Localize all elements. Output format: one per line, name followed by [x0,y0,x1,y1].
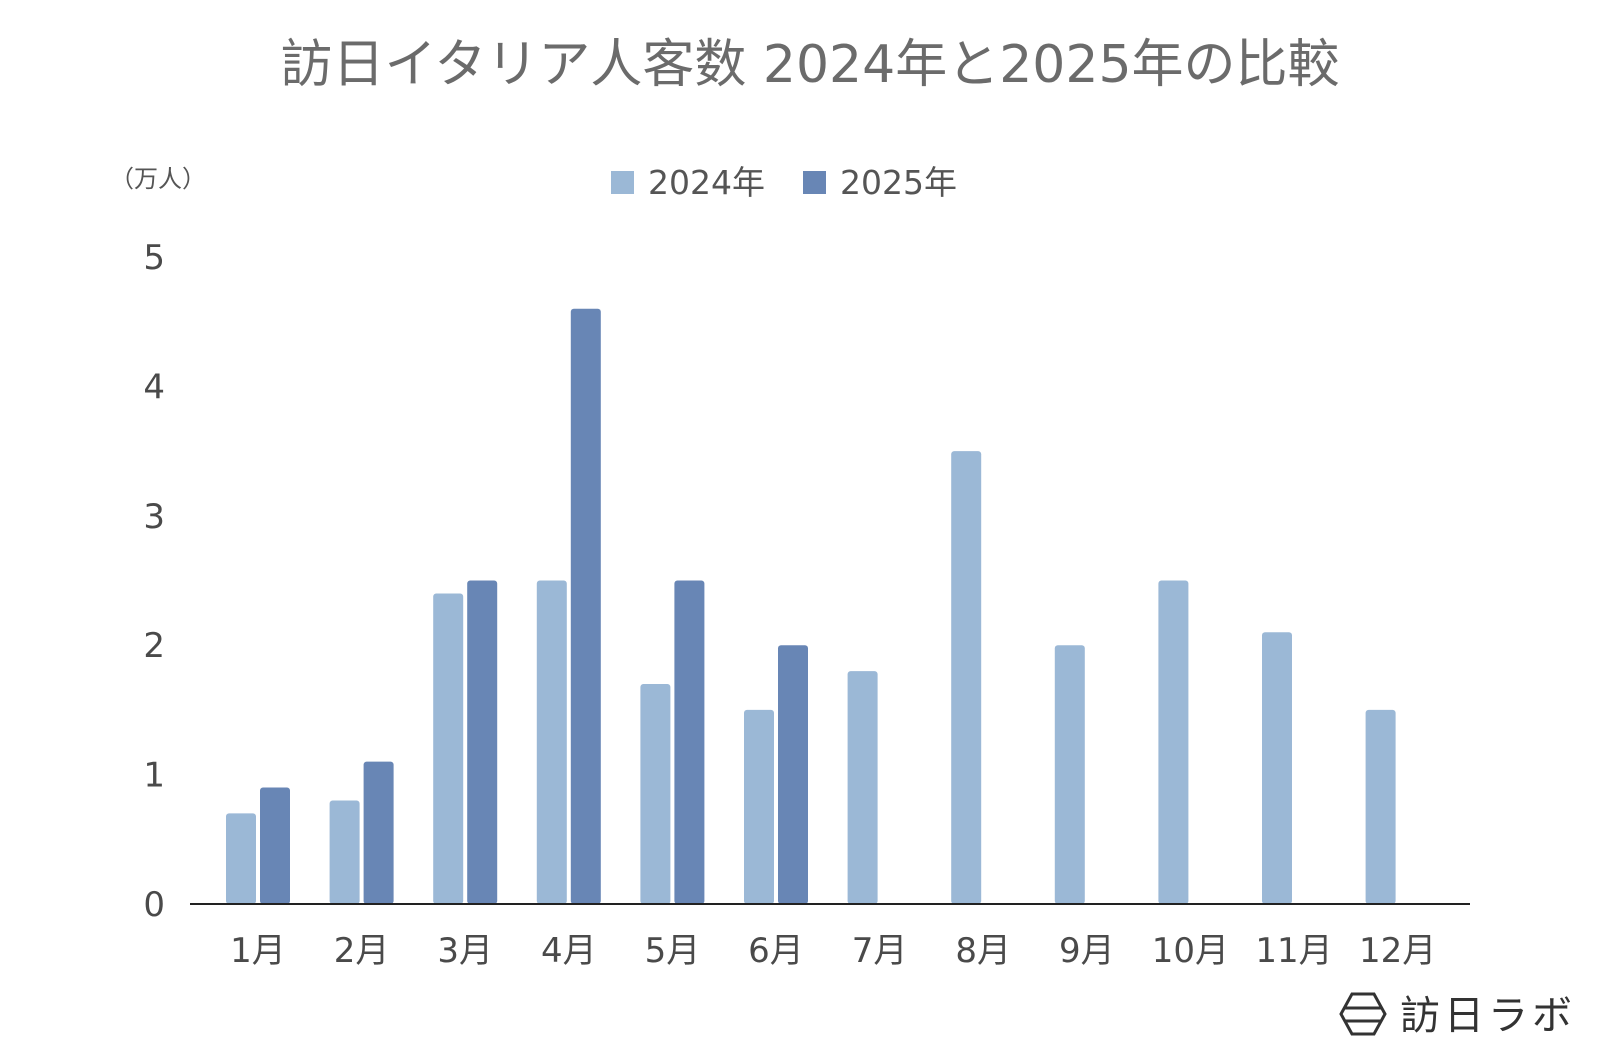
y-tick-label: 0 [143,885,165,925]
bar-2024年-5月 [640,684,671,904]
bar-2024年-9月 [1054,645,1085,904]
legend-swatch-2024 [611,171,634,194]
brand-name: 訪日ラボ [1400,993,1576,1039]
chart-title: 訪日イタリア人客数 2024年と2025年の比較 [280,35,1339,95]
y-tick-label: 1 [143,756,165,796]
x-tick-label: 10月 [1152,931,1229,971]
y-tick-label: 4 [143,367,165,407]
x-tick-label: 3月 [437,931,493,971]
bar-2025年-2月 [363,761,394,904]
bar-2024年-3月 [433,593,464,904]
bar-2024年-10月 [1158,580,1189,904]
bar-2025年-6月 [778,645,808,904]
bar-2025年-1月 [260,787,290,904]
x-tick-label: 12月 [1359,931,1436,971]
legend: 2024年 2025年 [611,163,957,202]
bar-2024年-7月 [847,671,878,904]
x-tick-label: 8月 [955,931,1011,971]
x-tick-label: 2月 [334,931,390,971]
x-tick-label: 7月 [852,931,908,971]
x-tick-label: 11月 [1255,931,1332,971]
legend-label-2024: 2024年 [648,163,765,202]
x-tick-label: 6月 [748,931,804,971]
x-tick-label: 5月 [645,931,701,971]
bar-2024年-1月 [226,813,256,904]
bar-2024年-6月 [744,709,774,904]
bar-2024年-12月 [1365,709,1396,904]
legend-swatch-2025 [803,171,826,194]
brand-logo: 訪日ラボ [1339,992,1576,1039]
y-tick-label: 2 [143,626,165,666]
bar-2025年-4月 [570,308,601,904]
y-tick-label: 3 [143,497,165,537]
legend-label-2025: 2025年 [840,163,957,202]
x-tick-label: 1月 [230,931,286,971]
bar-2024年-4月 [536,580,567,904]
bar-2024年-2月 [329,800,360,904]
bar-2024年-11月 [1262,632,1292,904]
y-axis-ticks: 0 1 2 3 4 5 [143,238,165,925]
bar-2024年-8月 [951,451,982,904]
x-tick-label: 9月 [1059,931,1115,971]
y-axis-unit-label: （万人） [110,165,206,193]
bar-2025年-3月 [467,580,498,904]
bar-2025年-5月 [674,580,705,904]
bars [226,308,1396,904]
y-tick-label: 5 [143,238,165,278]
x-axis-ticks: 1月 2月 3月 4月 5月 6月 7月 8月 9月 10月 11月 12月 [230,931,1436,971]
x-tick-label: 4月 [541,931,597,971]
hexagon-logo-icon [1339,992,1387,1036]
